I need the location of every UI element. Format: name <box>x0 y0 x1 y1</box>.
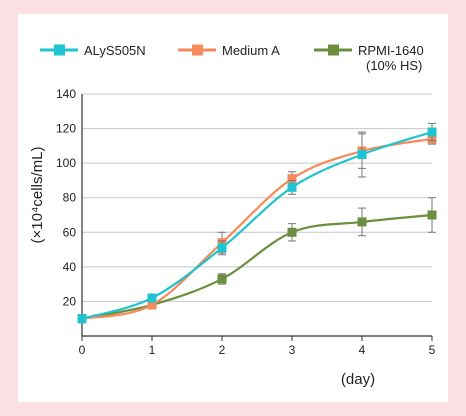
series-alys505n <box>77 122 437 324</box>
data-point <box>147 293 157 303</box>
y-tick-label: 80 <box>63 191 77 205</box>
legend-label: Medium A <box>222 43 280 58</box>
y-tick-label: 20 <box>63 294 77 308</box>
data-point <box>427 210 437 220</box>
data-point <box>147 300 157 310</box>
data-point <box>217 243 227 253</box>
legend-item: ALyS505N <box>40 43 146 58</box>
legend-marker <box>54 44 65 56</box>
y-tick-label: 140 <box>56 87 76 101</box>
x-axis-label: (day) <box>341 371 375 388</box>
x-tick-label: 1 <box>149 343 156 357</box>
data-point <box>287 174 297 184</box>
series-line <box>81 213 433 320</box>
legend-item: RPMI-1640(10% HS) <box>314 43 424 73</box>
legend-sublabel: (10% HS) <box>366 58 422 73</box>
y-axis-label: (×10⁴cells/mL) <box>29 147 46 244</box>
x-tick-label: 2 <box>219 343 226 357</box>
y-tick-label: 40 <box>63 260 77 274</box>
y-tick-label: 120 <box>56 122 76 136</box>
x-tick-label: 4 <box>359 343 366 357</box>
data-point <box>357 150 367 159</box>
legend-marker <box>192 44 203 56</box>
legend-marker <box>328 44 339 56</box>
series-medium-a <box>77 133 437 324</box>
series-line <box>81 137 433 320</box>
legend-label: ALyS505N <box>84 43 146 58</box>
data-point <box>287 182 297 192</box>
y-tick-label: 100 <box>56 156 76 170</box>
data-point <box>77 314 87 324</box>
legend-label: RPMI-1640 <box>358 43 424 58</box>
data-point <box>357 217 367 227</box>
series-line <box>81 130 433 320</box>
line-chart: 20 40 60 80 100 120 140 0 1 2 3 4 5 (day) (×10⁴cells/m… <box>29 43 437 388</box>
data-point <box>427 127 437 137</box>
x-tick-label: 3 <box>289 343 296 357</box>
legend-item: Medium A <box>178 43 280 58</box>
data-point <box>287 227 297 237</box>
x-tick-label: 5 <box>429 343 436 357</box>
chart-card: 20 40 60 80 100 120 140 0 1 2 3 4 5 (day) (×10⁴cells/m… <box>18 14 448 402</box>
data-point <box>217 274 227 284</box>
y-tick-label: 60 <box>63 225 77 239</box>
x-tick-label: 0 <box>79 343 86 357</box>
